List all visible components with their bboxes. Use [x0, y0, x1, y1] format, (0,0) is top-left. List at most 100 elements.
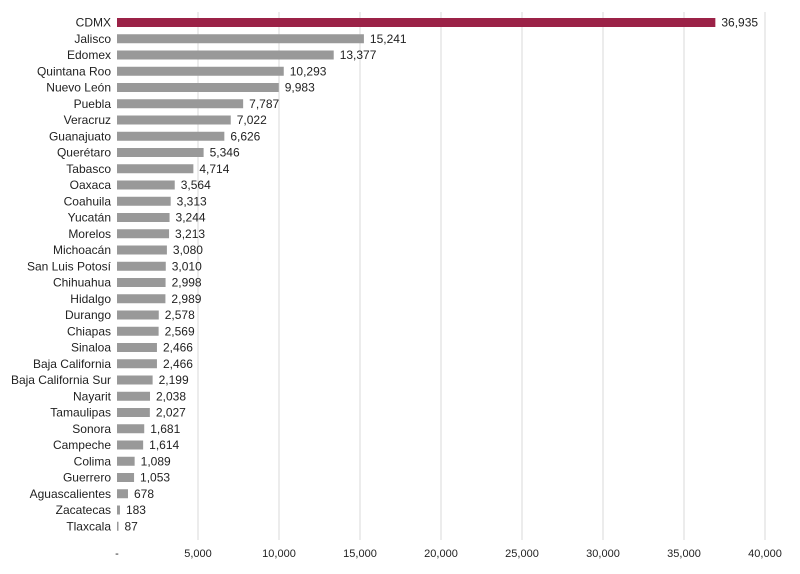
value-label: 2,569: [165, 324, 195, 338]
bar-31: [117, 521, 119, 531]
bar-29: [117, 489, 128, 499]
category-labels: CDMX Jalisco Edomex Quintana Roo Nuevo León P…: [11, 16, 112, 534]
value-label: 36,935: [721, 16, 758, 30]
value-label: 10,293: [290, 64, 327, 78]
category-label: Oaxaca: [70, 178, 112, 192]
bar-13: [117, 229, 170, 239]
bar-27: [117, 456, 135, 466]
x-tick-label: 25,000: [505, 548, 539, 560]
x-tick-label: 40,000: [748, 548, 782, 560]
bar-0: [117, 18, 716, 27]
value-label: 3,080: [173, 243, 203, 257]
category-label: Sinaloa: [71, 341, 111, 355]
x-axis-ticks: - 5,000 10,000 15,000 20,000 25,000 30,000 35,0…: [115, 548, 782, 560]
x-tick-label: 5,000: [184, 548, 212, 560]
bar-5: [117, 99, 244, 109]
category-label: Baja California Sur: [11, 373, 111, 387]
value-label: 3,010: [172, 259, 202, 273]
category-label: Baja California: [33, 357, 111, 371]
value-label: 2,038: [156, 389, 186, 403]
gridlines: [197, 12, 766, 540]
x-tick-label: 20,000: [424, 548, 458, 560]
category-label: Morelos: [68, 227, 111, 241]
bar-30: [117, 505, 120, 515]
category-label: Veracruz: [64, 113, 111, 127]
category-label: Tabasco: [66, 162, 111, 176]
x-tick-label: 10,000: [262, 548, 296, 560]
x-tick-label: 15,000: [343, 548, 377, 560]
category-label: Guanajuato: [49, 129, 111, 143]
bar-7: [117, 131, 225, 141]
bar-28: [117, 473, 135, 482]
category-label: Colima: [74, 454, 112, 468]
category-label: Jalisco: [74, 32, 111, 46]
x-tick-label: 35,000: [667, 548, 701, 560]
value-label: 2,466: [163, 341, 193, 355]
bar-12: [117, 213, 170, 222]
value-label: 6,626: [230, 129, 260, 143]
value-label: 13,377: [340, 48, 377, 62]
bar-9: [117, 164, 194, 174]
category-label: Sonora: [72, 422, 111, 436]
category-label: Tlaxcala: [66, 519, 111, 533]
value-label: 678: [134, 487, 154, 501]
value-label: 2,989: [171, 292, 201, 306]
bar-3: [117, 66, 284, 76]
bar-18: [117, 310, 159, 320]
value-label: 1,089: [141, 454, 171, 468]
bar-24: [117, 408, 150, 417]
x-tick-label: 30,000: [586, 548, 620, 560]
value-label: 2,027: [156, 406, 186, 420]
bar-22: [117, 375, 153, 385]
category-label: Puebla: [74, 97, 112, 111]
value-label: 2,578: [165, 308, 195, 322]
value-label: 3,564: [181, 178, 211, 192]
category-label: Campeche: [53, 438, 111, 452]
bar-10: [117, 180, 175, 190]
category-label: San Luis Potosí: [27, 259, 112, 273]
value-label: 3,213: [175, 227, 205, 241]
category-label: Chiapas: [67, 324, 111, 338]
bar-1: [117, 34, 364, 44]
value-labels: 36,935 15,241 13,377 10,293 9,983 7,787 7,022 6…: [125, 16, 759, 534]
category-label: CDMX: [76, 16, 111, 30]
category-label: Nuevo León: [46, 81, 111, 95]
bar-16: [117, 278, 166, 287]
bar-25: [117, 424, 145, 434]
category-label: Durango: [65, 308, 111, 322]
bar-26: [117, 440, 144, 450]
bar-6: [117, 115, 231, 125]
bar-19: [117, 326, 159, 336]
value-label: 183: [126, 503, 146, 517]
bar-14: [117, 245, 167, 255]
category-label: Coahuila: [64, 194, 112, 208]
value-label: 9,983: [285, 81, 315, 95]
value-label: 3,313: [177, 194, 207, 208]
category-label: Edomex: [67, 48, 111, 62]
category-label: Hidalgo: [70, 292, 111, 306]
bar-15: [117, 261, 166, 271]
bar-8: [117, 148, 204, 157]
value-label: 1,681: [150, 422, 180, 436]
value-label: 87: [125, 519, 139, 533]
category-label: Nayarit: [73, 389, 112, 403]
value-label: 15,241: [370, 32, 407, 46]
bar-4: [117, 83, 279, 92]
x-tick-label: -: [115, 548, 119, 560]
bar-11: [117, 196, 171, 206]
category-label: Aguascalientes: [30, 487, 111, 501]
bars: [117, 18, 716, 531]
bar-20: [117, 343, 157, 352]
value-label: 2,466: [163, 357, 193, 371]
value-label: 7,787: [249, 97, 279, 111]
value-label: 1,053: [140, 471, 170, 485]
category-label: Tamaulipas: [50, 406, 111, 420]
category-label: Chihuahua: [53, 276, 111, 290]
bar-17: [117, 294, 166, 304]
category-label: Yucatán: [68, 211, 111, 225]
category-label: Quintana Roo: [37, 64, 111, 78]
value-label: 7,022: [237, 113, 267, 127]
value-label: 3,244: [176, 211, 206, 225]
value-label: 4,714: [199, 162, 229, 176]
